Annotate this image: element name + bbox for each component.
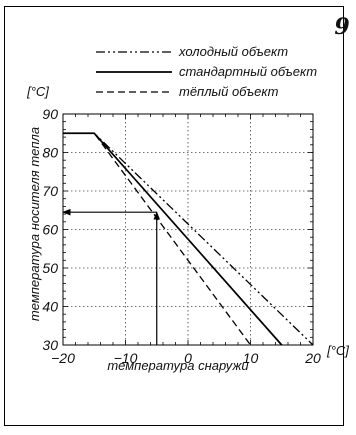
x-axis-label: температура снаружи (107, 358, 248, 373)
y-tick-label: 80 (42, 145, 58, 161)
x-tick-label: −20 (51, 350, 75, 366)
legend-label-0: холодный объект (178, 44, 288, 59)
y-tick-label: 70 (42, 183, 58, 199)
x-tick-label: 10 (243, 350, 259, 366)
y-axis-unit: [°C] (26, 84, 49, 99)
y-tick-label: 90 (42, 106, 58, 122)
legend-label-2: тёплый объект (179, 84, 279, 99)
legend: холодный объект стандартный объект тёплый … (96, 44, 317, 99)
annotations (62, 208, 161, 345)
x-tick-label: −10 (114, 350, 138, 366)
grid (63, 114, 313, 345)
series-line-1 (63, 132, 283, 346)
x-tick-label: 20 (304, 350, 321, 366)
page-number: 9 (334, 14, 349, 40)
chart-frame (4, 6, 344, 426)
y-axis-label: температура носителя тепла (27, 127, 42, 321)
y-tick-label: 40 (42, 299, 58, 315)
series-lines (63, 132, 314, 346)
legend-label-1: стандартный объект (179, 64, 317, 79)
y-tick-label: 50 (42, 260, 58, 276)
tick-labels: −20 −10 0 10 20 30 40 50 60 70 80 90 (42, 106, 321, 366)
y-tick-label: 60 (42, 222, 58, 238)
x-axis-unit: [°C] (326, 343, 349, 358)
y-tick-label: 30 (42, 337, 58, 353)
axes (62, 113, 314, 346)
x-tick-label: 0 (184, 350, 192, 366)
